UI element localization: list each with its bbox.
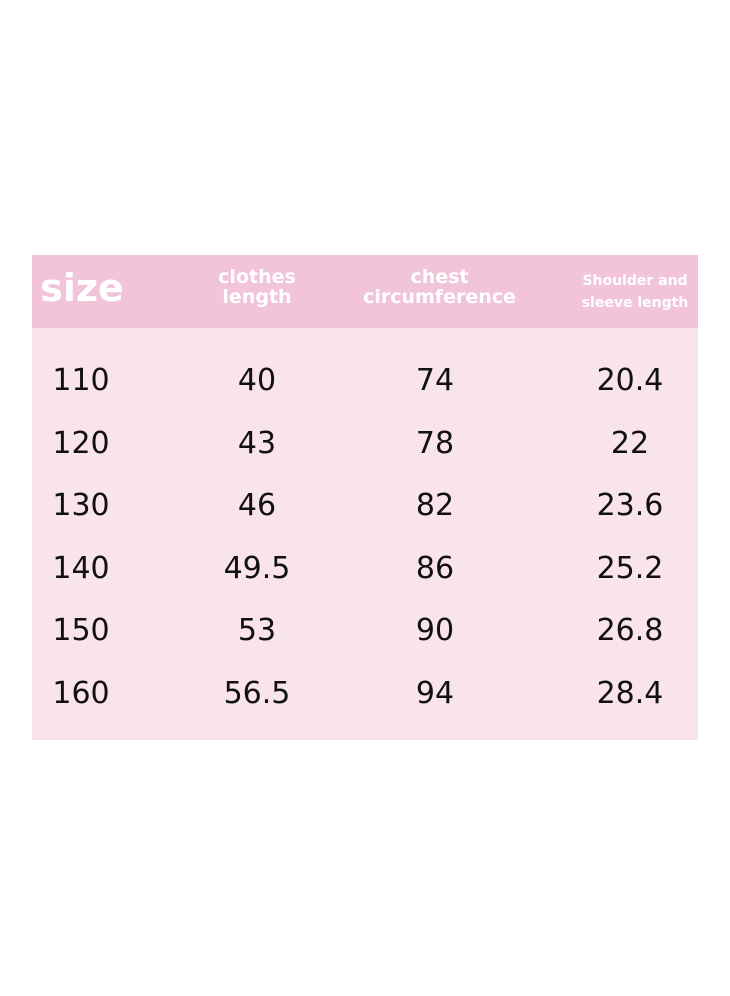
table-cell: 20.4	[596, 363, 664, 398]
table-cell: 110	[52, 363, 110, 398]
header-line: length	[222, 285, 292, 308]
table-cell: 26.8	[596, 613, 664, 648]
header-shoulder-sleeve-length: Shoulder and sleeve length	[572, 271, 698, 314]
header-size: size	[40, 266, 124, 310]
header-chest-circumference: chest circumference	[352, 266, 527, 308]
table-cell: 23.6	[596, 488, 664, 523]
table-cell: 53	[237, 613, 277, 648]
table-cell: 46	[237, 488, 277, 523]
header-line: circumference	[363, 285, 516, 308]
table-cell: 25.2	[596, 550, 664, 586]
header-line: size	[40, 266, 124, 310]
table-cell: 56.5	[223, 675, 291, 711]
table-cell: 49.5	[223, 550, 291, 586]
table-cell: 160	[52, 675, 110, 711]
table-cell: 86	[415, 550, 455, 586]
table-cell: 94	[415, 675, 455, 711]
table-cell: 78	[415, 425, 455, 461]
header-line: chest	[410, 266, 469, 288]
header-line: sleeve length	[581, 294, 689, 311]
table-cell: 150	[52, 613, 110, 648]
table-cell: 120	[52, 425, 110, 461]
table-cell: 74	[415, 363, 455, 398]
header-line: clothes	[218, 266, 296, 288]
size-chart-table: size clothes length chest circumference …	[32, 255, 698, 740]
table-header: size clothes length chest circumference …	[32, 255, 698, 328]
table-cell: 130	[52, 488, 110, 523]
header-line: Shoulder and	[582, 273, 688, 289]
table-cell: 140	[52, 550, 110, 586]
table-cell: 90	[415, 613, 455, 648]
header-clothes-length: clothes length	[197, 266, 317, 308]
table-cell: 40	[237, 363, 277, 398]
table-cell: 22	[610, 425, 650, 461]
table-cell: 28.4	[596, 675, 664, 711]
table-cell: 82	[415, 488, 455, 523]
table-cell: 43	[237, 425, 277, 461]
